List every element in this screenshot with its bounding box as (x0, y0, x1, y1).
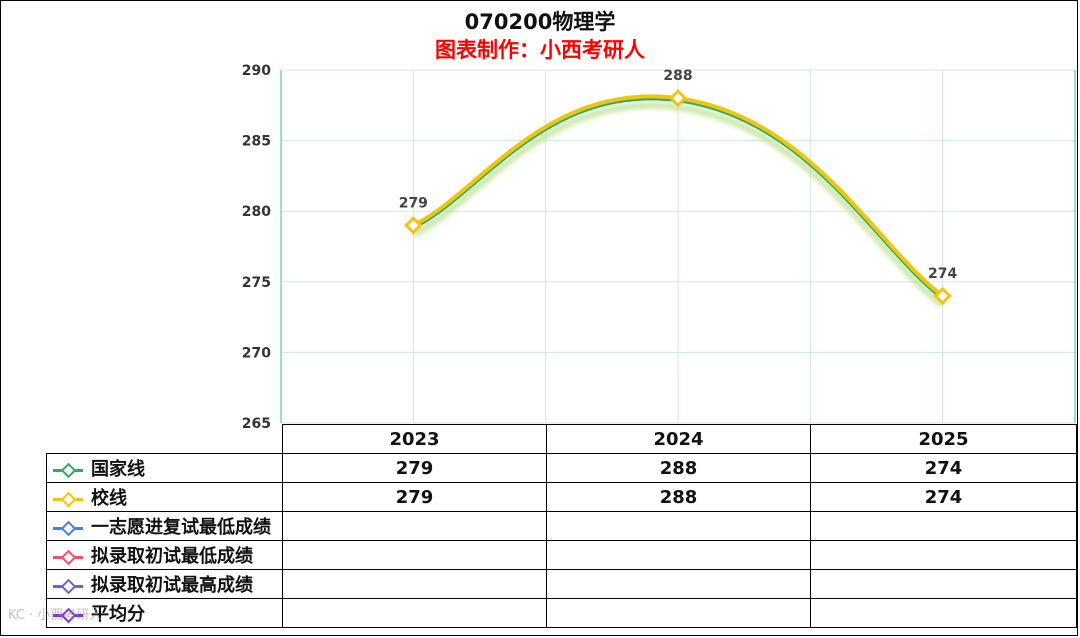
series-shadow-0 (411, 102, 945, 308)
table-row: 校线 279 288 274 (46, 482, 1077, 512)
series-point (404, 216, 423, 235)
data-table: 2023 2024 2025 国家线 279 288 274 校线 279 288 274 一志… (46, 424, 1077, 628)
series-point (933, 286, 952, 306)
legend-label: 拟录取初试最高成绩 (91, 575, 253, 596)
table-cell (546, 540, 811, 570)
legend-marker-icon (53, 578, 83, 595)
table-cell (282, 511, 547, 541)
legend-marker-icon (53, 462, 83, 479)
table-cell: 288 (546, 453, 811, 483)
table-row: 拟录取初试最高成绩 (46, 569, 1077, 599)
table-cell: 288 (546, 482, 811, 512)
legend-entry: 平均分 (46, 598, 283, 628)
chart-title: 070200物理学 (464, 10, 616, 34)
legend-entry: 一志愿进复试最低成绩 (46, 511, 283, 541)
table-header-cell: 2025 (810, 424, 1077, 454)
legend-entry: 校线 (46, 482, 283, 512)
legend-label: 平均分 (91, 604, 145, 625)
table-row: 国家线 279 288 274 (46, 453, 1077, 483)
data-label: 288 (663, 68, 692, 84)
table-cell (282, 598, 547, 628)
legend-marker-icon (53, 607, 83, 624)
table-cell: 274 (810, 482, 1077, 512)
table-cell (282, 540, 547, 570)
legend-label: 拟录取初试最低成绩 (91, 546, 253, 567)
y-tick-label: 265 (242, 416, 271, 432)
legend-entry: 拟录取初试最高成绩 (46, 569, 283, 599)
data-label: 279 (399, 195, 428, 211)
table-corner (47, 425, 283, 454)
legend-label: 一志愿进复试最低成绩 (91, 517, 271, 538)
legend-marker-icon (53, 549, 83, 566)
chart-subtitle: 图表制作：小西考研人 (435, 38, 645, 62)
table-row: 平均分 (46, 598, 1077, 628)
y-tick-label: 290 (242, 63, 271, 79)
watermark-logo: KC · 小西考研人 (8, 608, 103, 623)
legend-marker-icon (53, 491, 83, 508)
legend-entry: 国家线 (46, 453, 283, 483)
legend-entry: 拟录取初试最低成绩 (46, 540, 283, 570)
table-cell (810, 569, 1077, 599)
series-point (668, 89, 688, 108)
table-cell: 274 (810, 453, 1077, 483)
y-tick-label: 270 (242, 345, 271, 361)
legend-label: 国家线 (91, 459, 145, 480)
y-tick-label: 275 (242, 275, 271, 291)
table-row: 拟录取初试最低成绩 (46, 540, 1077, 570)
table-header-row: 2023 2024 2025 (47, 424, 1077, 454)
data-label: 274 (928, 266, 957, 282)
legend-label: 校线 (91, 488, 127, 509)
table-cell (810, 540, 1077, 570)
y-tick-label: 280 (242, 204, 271, 220)
y-tick-label: 285 (242, 134, 271, 150)
table-header-cell: 2023 (282, 424, 547, 454)
table-cell: 279 (282, 453, 547, 483)
table-row: 一志愿进复试最低成绩 (46, 511, 1077, 541)
table-cell (810, 598, 1077, 628)
table-cell: 279 (282, 482, 547, 512)
table-cell (546, 569, 811, 599)
table-cell (546, 511, 811, 541)
table-cell (546, 598, 811, 628)
table-header-cell: 2024 (546, 424, 811, 454)
legend-marker-icon (53, 520, 83, 537)
table-cell (810, 511, 1077, 541)
table-cell (282, 569, 547, 599)
